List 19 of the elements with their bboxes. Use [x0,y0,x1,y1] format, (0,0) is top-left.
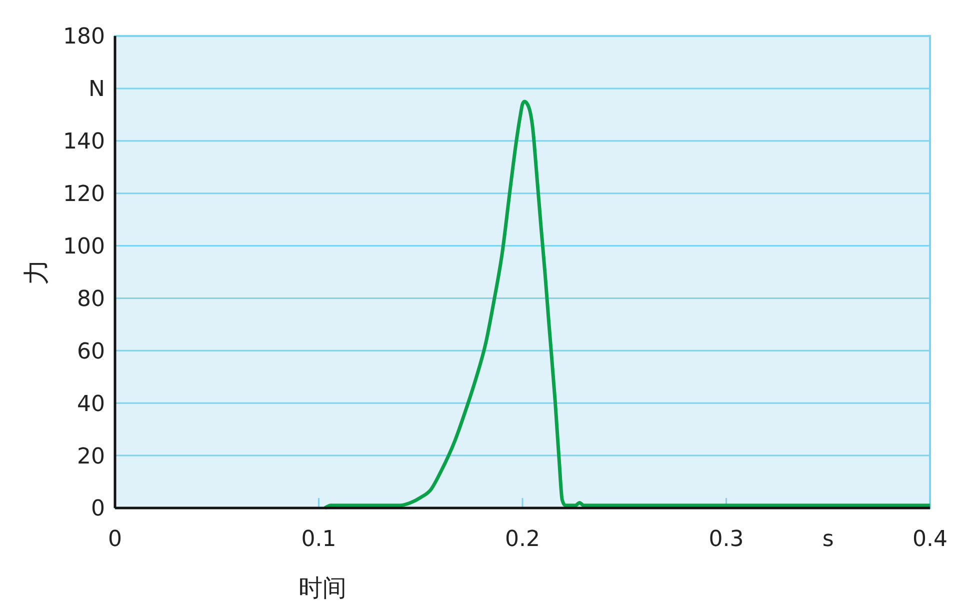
y-tick-label: 60 [77,339,105,364]
y-tick-label: 80 [77,286,105,312]
y-tick-label: 120 [63,182,105,208]
y-tick-label: 140 [63,130,105,155]
line-series [323,100,932,510]
y-tick-label: N [88,77,105,102]
x-tick-label: 0.4 [912,527,948,552]
y-tick-label: 180 [63,24,105,50]
x-tick-label: 0 [108,527,122,552]
y-tick-label: 0 [91,496,105,522]
y-tick-label: 40 [77,392,105,417]
x-tick-label: 0.1 [301,527,336,552]
y-axis-title: 力 [22,259,52,285]
x-tick-label: s [822,527,834,552]
x-tick-label: 0.3 [708,527,744,552]
x-axis-title: 时间 [298,574,346,602]
x-tick-label: 0.2 [505,527,540,552]
y-tick-label: 100 [63,234,105,260]
y-tick-label: 20 [77,444,105,470]
